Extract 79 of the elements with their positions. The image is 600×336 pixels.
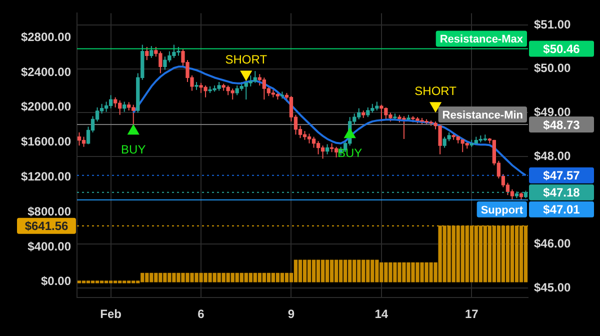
- text: $47.57: [543, 168, 580, 183]
- text: $48.73: [543, 118, 580, 132]
- text: SHORT: [414, 84, 456, 98]
- bar: [266, 272, 271, 282]
- candlestick: [253, 70, 257, 84]
- y-tick-label: $2400.00: [20, 64, 72, 79]
- series-label: BUY: [121, 142, 146, 156]
- bar: [276, 272, 280, 282]
- y-tick-label: $1200.00: [20, 170, 72, 184]
- ref-line-label: Resistance-Min: [442, 110, 524, 122]
- candlestick: [366, 106, 370, 118]
- candlestick: [77, 132, 82, 146]
- ref-line-label: Resistance-Max: [440, 34, 524, 46]
- candlestick: [108, 94, 113, 109]
- bar: [524, 226, 528, 282]
- bar: [280, 272, 284, 282]
- x-tick-label: 14: [374, 307, 388, 322]
- bar: [82, 280, 86, 284]
- y2-tick-label: $48.00: [534, 148, 572, 163]
- y2-tick-label: $46.00: [534, 236, 572, 250]
- bar: [284, 272, 289, 282]
- bar: [330, 260, 334, 282]
- candlestick: [320, 145, 325, 160]
- y-tick-label: $400.00: [28, 239, 72, 254]
- candlestick: [114, 96, 118, 108]
- bar: [100, 280, 104, 284]
- y2-tick-label: $49.00: [534, 104, 572, 119]
- candlestick: [307, 133, 312, 144]
- bar: [86, 280, 90, 284]
- bar: [501, 226, 506, 282]
- bar: [510, 226, 514, 282]
- bar: [307, 260, 312, 282]
- ref-line-label: Support: [480, 204, 524, 216]
- y-tick-label: $1600.00: [20, 134, 72, 149]
- candlestick: [316, 140, 320, 155]
- x-tick-label: 6: [198, 307, 205, 322]
- bar: [95, 280, 100, 284]
- candlestick: [150, 46, 154, 58]
- y2-tick-label: $50.00: [534, 61, 572, 76]
- candlestick: [122, 101, 126, 112]
- bar: [90, 280, 95, 284]
- y-tick-label: $2000.00: [20, 100, 72, 114]
- bar: [519, 226, 524, 282]
- text: $50.46: [543, 42, 580, 56]
- bar: [334, 260, 338, 282]
- text: $47.01: [543, 202, 580, 217]
- y2-tick-label: $51.00: [534, 17, 572, 32]
- candlestick: [334, 146, 338, 158]
- text: $641.56: [24, 219, 69, 234]
- bar: [108, 280, 113, 284]
- candlestick: [312, 136, 316, 148]
- bar: [496, 226, 501, 282]
- bar: [320, 260, 325, 282]
- bar: [298, 260, 302, 282]
- x-tick-label: 17: [464, 307, 479, 322]
- bar: [302, 260, 307, 282]
- candlestick: [510, 188, 514, 200]
- bar: [312, 260, 316, 282]
- candlestick: [325, 144, 330, 155]
- bar: [514, 226, 519, 282]
- x-tick-label: 9: [288, 307, 295, 322]
- y-tick-label: $800.00: [28, 204, 72, 218]
- bar: [506, 226, 510, 282]
- bar: [294, 260, 298, 282]
- text: BUY: [338, 146, 362, 160]
- bar: [104, 280, 108, 284]
- x-tick-label: Feb: [100, 307, 122, 322]
- bar: [316, 260, 320, 282]
- candlestick: [145, 46, 149, 61]
- bar: [77, 280, 82, 284]
- text: $47.18: [543, 186, 580, 200]
- bar: [492, 226, 496, 282]
- y2-tick-label: $45.00: [534, 280, 572, 294]
- candlestick: [230, 88, 234, 100]
- bar: [271, 272, 276, 282]
- y-tick-label: $2800.00: [20, 30, 72, 44]
- series-label: SHORT: [225, 52, 268, 66]
- bar: [325, 260, 330, 282]
- y-tick-label: $0.00: [40, 274, 72, 288]
